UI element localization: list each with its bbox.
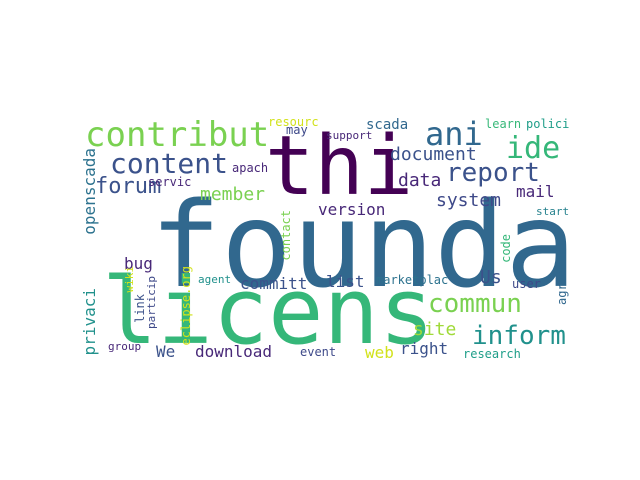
word-resourc: resourc: [268, 116, 319, 129]
word-version: version: [318, 200, 386, 219]
word-agreement: agreement: [555, 240, 569, 306]
word-agent: agent: [198, 273, 232, 286]
word-research: research: [463, 347, 521, 361]
word-user: user: [512, 277, 541, 291]
word-learn: learn: [485, 117, 522, 131]
word-Us: Us: [480, 267, 502, 288]
word-member: member: [200, 184, 266, 205]
word-committ: committ: [240, 274, 308, 293]
word-openscada: openscada: [80, 148, 99, 235]
word-polici: polici: [526, 117, 570, 131]
word-content: content: [110, 147, 229, 180]
word-may: may: [286, 123, 308, 137]
word-We: We: [156, 342, 176, 361]
word-code: code: [499, 234, 513, 263]
word-data: data: [398, 170, 442, 191]
word-eclipse-org: eclipse.org: [179, 266, 193, 346]
word-ide: ide: [506, 131, 561, 166]
word-event: event: [300, 345, 337, 359]
word-apach: apach: [232, 161, 269, 175]
word-support: support: [326, 129, 373, 142]
word-contribut: contribut: [85, 116, 270, 155]
word-marketplac: marketplac: [376, 273, 449, 287]
word-scada: scada: [366, 117, 409, 133]
word-group: group: [108, 340, 142, 353]
word-commun: commun: [428, 289, 522, 319]
word-particip: particip: [145, 276, 158, 329]
word-system: system: [436, 190, 502, 211]
word-licens: licens: [102, 258, 435, 365]
word-start: start: [536, 205, 570, 218]
word-web: web: [365, 343, 394, 362]
word-list: list: [326, 272, 365, 291]
word-wiki: wiki: [123, 266, 136, 293]
word-inform: inform: [472, 321, 566, 351]
word-forum: forum: [95, 174, 162, 199]
word-site: site: [413, 319, 457, 340]
word-privaci: privaci: [80, 288, 99, 356]
word-right: right: [400, 339, 449, 358]
word-download: download: [195, 342, 273, 361]
word-thi: thi: [265, 119, 414, 214]
word-servic: servic: [148, 175, 192, 189]
word-contact: contact: [279, 210, 293, 261]
word-mail: mail: [516, 182, 555, 201]
word-report: report: [446, 158, 540, 188]
word-bug: bug: [124, 254, 153, 273]
word-document: document: [390, 144, 477, 165]
word-ani: ani: [425, 116, 483, 153]
